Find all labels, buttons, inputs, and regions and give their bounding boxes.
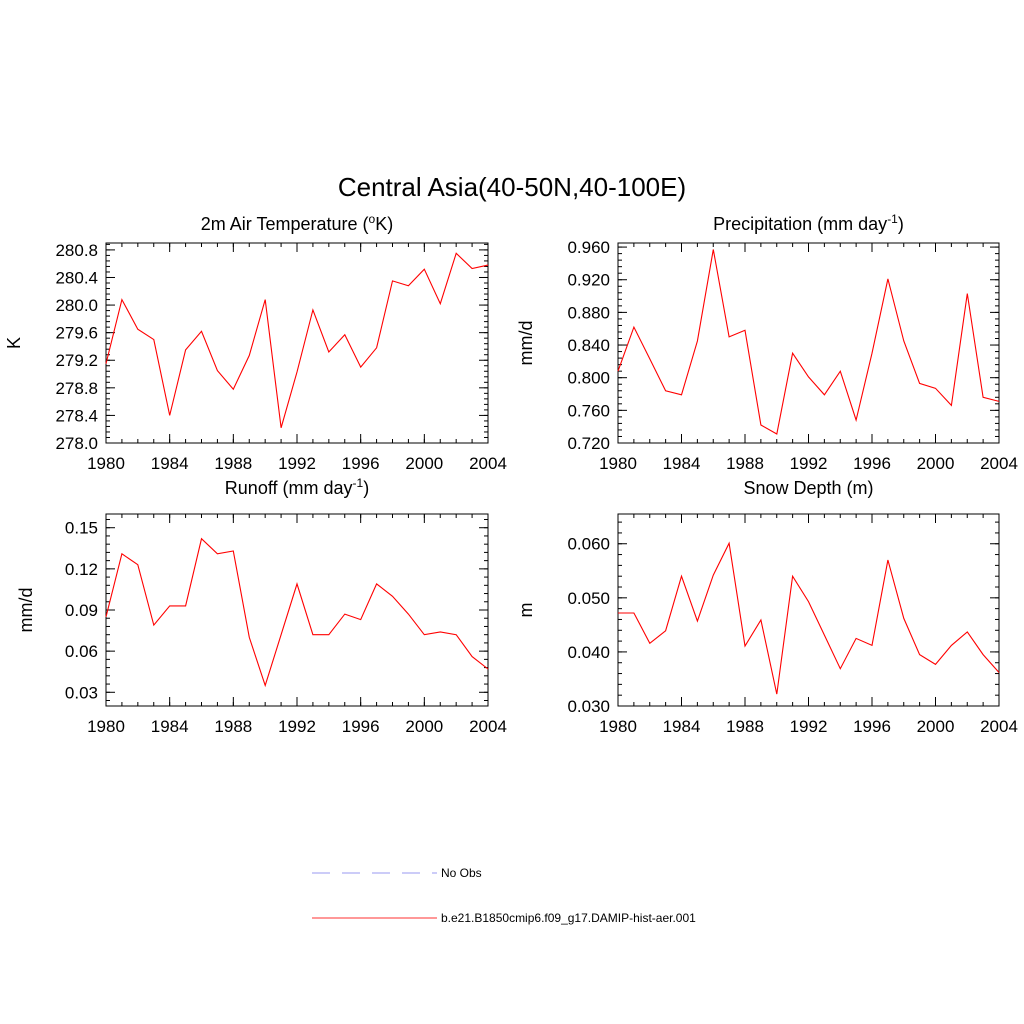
x-tick-label: 1980 xyxy=(599,717,637,736)
y-tick-label: 0.040 xyxy=(567,643,610,662)
x-tick-label: 2004 xyxy=(980,454,1018,473)
y-tick-label: 279.2 xyxy=(55,351,98,370)
y-axis-label: m xyxy=(516,603,536,618)
y-tick-label: 0.12 xyxy=(65,560,98,579)
x-tick-label: 2000 xyxy=(917,454,955,473)
legend-label: No Obs xyxy=(441,866,482,880)
y-tick-label: 0.880 xyxy=(567,303,610,322)
y-tick-label: 0.050 xyxy=(567,589,610,608)
figure-title: Central Asia(40-50N,40-100E) xyxy=(338,172,686,202)
y-tick-label: 0.03 xyxy=(65,683,98,702)
panel-title: Runoff (mm day-1) xyxy=(225,476,369,498)
x-tick-label: 2004 xyxy=(980,717,1018,736)
x-tick-label: 1996 xyxy=(853,454,891,473)
x-tick-label: 1980 xyxy=(599,454,637,473)
x-tick-label: 2000 xyxy=(405,454,443,473)
legend: No Obs b.e21.B1850cmip6.f09_g17.DAMIP-his… xyxy=(312,866,696,925)
x-tick-label: 1984 xyxy=(151,717,189,736)
y-tick-label: 280.4 xyxy=(55,268,98,287)
x-tick-label: 1988 xyxy=(726,454,764,473)
x-tick-label: 2004 xyxy=(469,717,507,736)
x-tick-label: 1984 xyxy=(663,717,701,736)
x-tick-label: 1996 xyxy=(853,717,891,736)
series-line xyxy=(105,537,489,688)
y-tick-label: 279.6 xyxy=(55,324,98,343)
x-tick-label: 1992 xyxy=(278,454,316,473)
legend-entry: No Obs xyxy=(312,866,482,880)
y-tick-label: 0.840 xyxy=(567,336,610,355)
panel-1: 1980 1984 1988 1992 1996 2000 2004 278.0 278.4 27… xyxy=(4,212,507,473)
y-axis-label: K xyxy=(4,337,24,349)
y-tick-label: 0.030 xyxy=(567,697,610,716)
y-tick-label: 278.0 xyxy=(55,434,98,453)
x-tick-label: 1992 xyxy=(790,454,828,473)
legend-entry: b.e21.B1850cmip6.f09_g17.DAMIP-hist-aer.… xyxy=(312,911,696,925)
x-tick-label: 1988 xyxy=(214,717,252,736)
x-tick-label: 2000 xyxy=(917,717,955,736)
x-tick-label: 1988 xyxy=(214,454,252,473)
panel-2: 1980 1984 1988 1992 1996 2000 2004 0.720 0.760 0.… xyxy=(516,212,1018,473)
y-tick-label: 0.760 xyxy=(567,401,610,420)
panel-title: 2m Air Temperature (oK) xyxy=(201,212,393,234)
plot-frame xyxy=(617,513,1000,707)
y-axis-label: mm/d xyxy=(16,588,36,633)
panel-3: 1980 1984 1988 1992 1996 2000 2004 0.03 0.06 0.09… xyxy=(16,476,507,736)
y-tick-label: 0.960 xyxy=(567,238,610,257)
y-tick-label: 0.920 xyxy=(567,271,610,290)
y-tick-label: 278.8 xyxy=(55,379,98,398)
x-tick-label: 2000 xyxy=(405,717,443,736)
y-tick-label: 0.15 xyxy=(65,519,98,538)
x-tick-label: 1984 xyxy=(663,454,701,473)
x-tick-label: 1980 xyxy=(87,454,125,473)
y-tick-label: 0.06 xyxy=(65,642,98,661)
y-tick-label: 280.8 xyxy=(55,241,98,260)
x-tick-label: 1992 xyxy=(278,717,316,736)
plot-frame xyxy=(105,242,489,444)
x-tick-label: 1984 xyxy=(151,454,189,473)
x-tick-label: 1996 xyxy=(342,454,380,473)
y-tick-label: 0.09 xyxy=(65,601,98,620)
series-line xyxy=(617,249,1000,435)
panel-title: Precipitation (mm day-1) xyxy=(713,212,904,234)
y-tick-label: 0.800 xyxy=(567,369,610,388)
panel-4: 1980 1984 1988 1992 1996 2000 2004 0.030 0.040 0.… xyxy=(516,478,1018,736)
x-tick-label: 1980 xyxy=(87,717,125,736)
series-line xyxy=(618,541,1000,695)
series-line xyxy=(105,252,489,428)
plot-frame xyxy=(105,513,489,707)
x-tick-label: 1996 xyxy=(342,717,380,736)
y-tick-label: 0.060 xyxy=(567,535,610,554)
y-tick-label: 278.4 xyxy=(55,406,98,425)
legend-label: b.e21.B1850cmip6.f09_g17.DAMIP-hist-aer.… xyxy=(441,911,696,925)
y-tick-label: 280.0 xyxy=(55,296,98,315)
plot-frame xyxy=(617,242,1000,444)
x-tick-label: 1992 xyxy=(790,717,828,736)
y-axis-label: mm/d xyxy=(516,321,536,366)
panels: 1980 1984 1988 1992 1996 2000 2004 278.0 278.4 27… xyxy=(4,212,1018,736)
x-tick-label: 2004 xyxy=(469,454,507,473)
y-tick-label: 0.720 xyxy=(567,434,610,453)
panel-title: Snow Depth (m) xyxy=(743,478,873,498)
x-tick-label: 1988 xyxy=(726,717,764,736)
